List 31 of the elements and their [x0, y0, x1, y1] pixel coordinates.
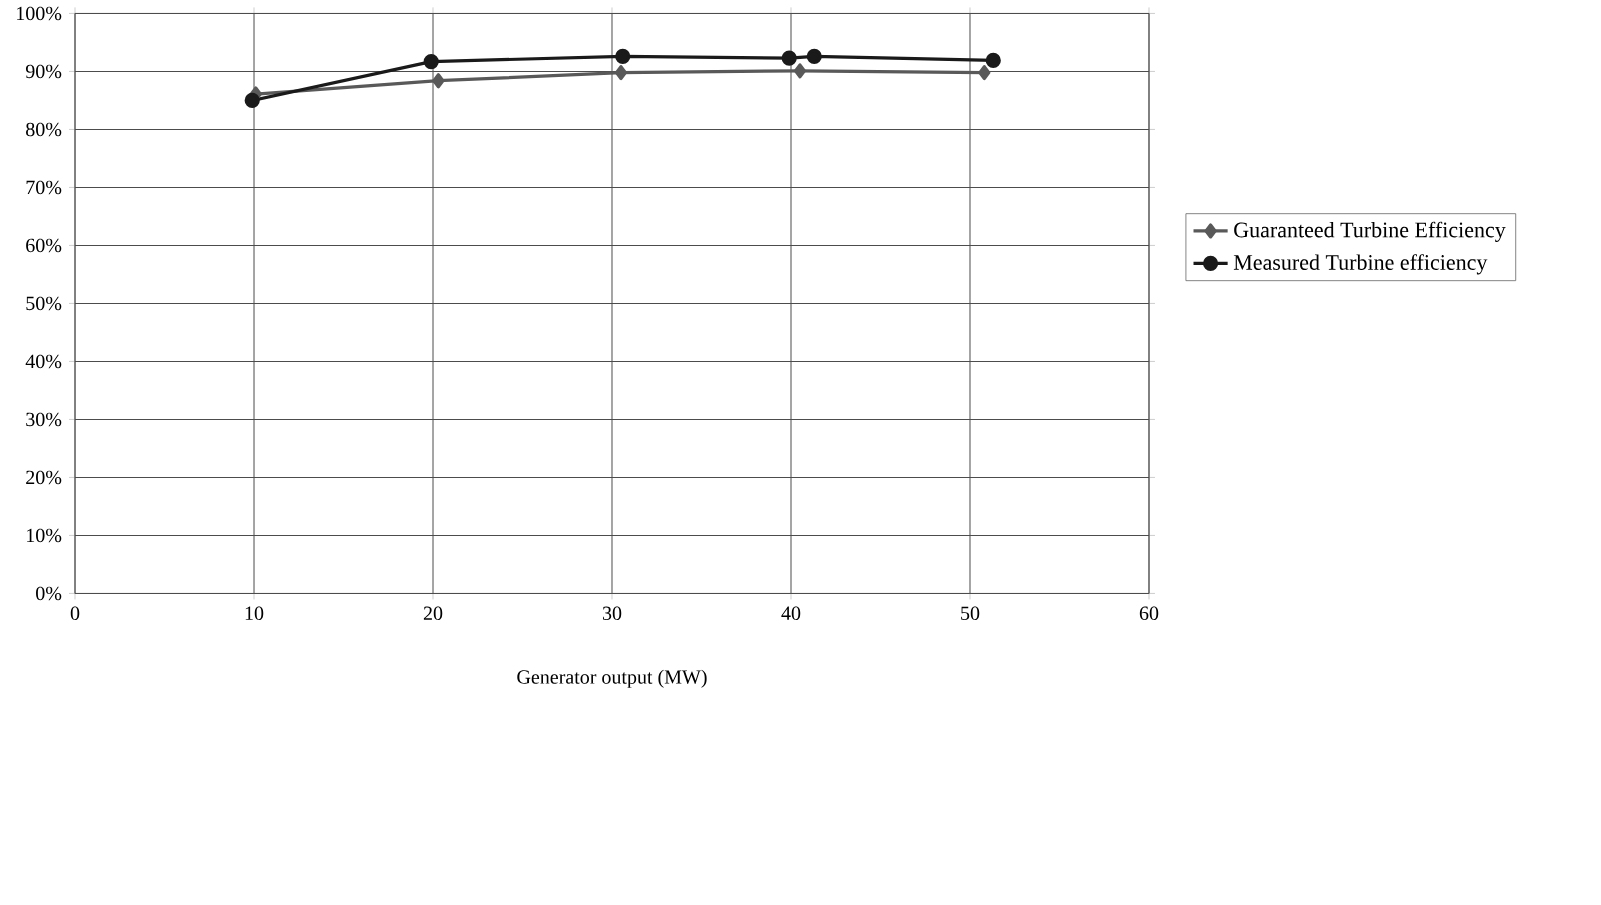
point	[793, 63, 807, 79]
y-tick-label: 60%	[26, 238, 62, 252]
x-tick-label: 40	[781, 606, 801, 620]
point	[806, 48, 822, 64]
x-tick-label: 50	[961, 606, 980, 620]
x-tick-label: 60	[1139, 606, 1159, 620]
point	[423, 53, 439, 69]
point	[614, 64, 628, 80]
legend-label: Guaranteed Turbine Efficiency	[1234, 221, 1506, 242]
x-tick-label: 30	[602, 606, 622, 620]
point	[615, 48, 631, 64]
y-tick-label: 70%	[26, 180, 62, 194]
y-tick-label: 0%	[36, 586, 62, 600]
x-axis-title: Generator output (MW)	[517, 669, 707, 688]
y-tick-label: 50%	[26, 296, 62, 310]
y-tick-label: 80%	[26, 122, 62, 136]
y-tick-label: 20%	[26, 470, 62, 484]
y-tick-label: 30%	[26, 412, 62, 426]
x-tick-label: 10	[245, 606, 264, 620]
y-tick-label: 100%	[17, 6, 62, 20]
point	[978, 64, 991, 80]
x-tick-label: 0	[70, 606, 80, 620]
legend-label: Measured Turbine efficiency	[1233, 253, 1488, 275]
point	[244, 92, 260, 108]
point	[781, 50, 797, 66]
y-tick-label: 10%	[27, 528, 62, 542]
x-tick-label: 20	[423, 606, 443, 620]
y-tick-label: 40%	[25, 354, 62, 368]
y-tick-label: 90%	[25, 64, 62, 78]
point	[432, 72, 445, 89]
point	[985, 52, 1001, 68]
